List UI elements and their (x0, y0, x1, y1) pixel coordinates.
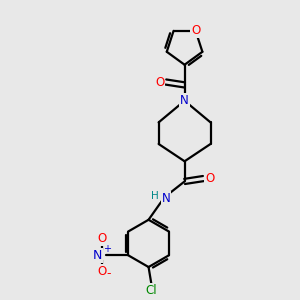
Text: H: H (152, 191, 159, 201)
Text: O: O (205, 172, 214, 185)
Text: O: O (191, 24, 200, 38)
Text: N: N (161, 192, 170, 205)
Text: O: O (98, 265, 107, 278)
Text: O: O (98, 232, 107, 245)
Text: O: O (155, 76, 164, 88)
Text: +: + (103, 244, 111, 254)
Text: -: - (106, 267, 111, 280)
Text: Cl: Cl (146, 284, 157, 297)
Text: N: N (93, 249, 102, 262)
Text: N: N (180, 94, 189, 107)
